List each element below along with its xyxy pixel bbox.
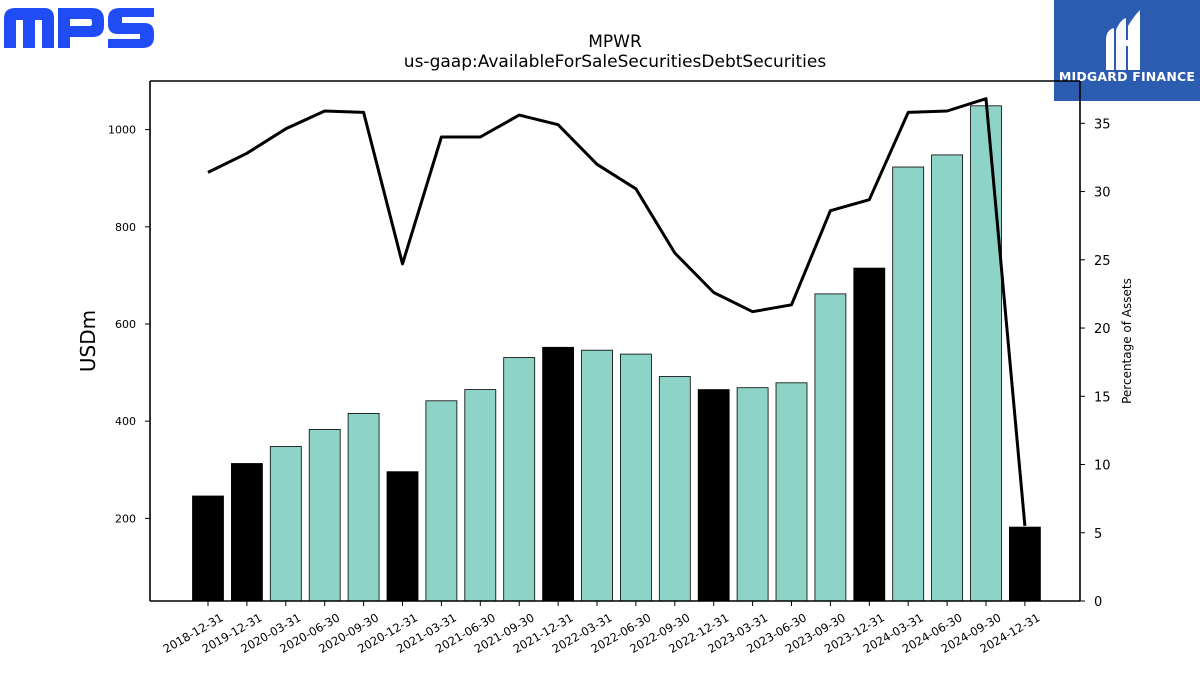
bar <box>853 267 886 602</box>
y2-tick-label: 35 <box>1094 117 1111 132</box>
bar <box>308 428 341 602</box>
bar <box>542 346 574 602</box>
y2-tick-label: 10 <box>1094 459 1111 474</box>
bar <box>697 389 730 602</box>
midgard-mark-icon <box>1106 10 1140 70</box>
y2-tick-label: 30 <box>1094 186 1111 201</box>
y-axis-label: USDm <box>76 310 100 372</box>
y-tick-label: 1000 <box>108 124 136 137</box>
mps-logo-s <box>108 8 154 48</box>
bar-series <box>192 105 1041 602</box>
bar <box>892 166 925 602</box>
y2-tick-label: 15 <box>1094 390 1111 405</box>
bar <box>970 105 1002 602</box>
y2-tick-label: 25 <box>1094 254 1111 269</box>
bar <box>192 495 224 602</box>
y-tick-label: 600 <box>115 318 136 331</box>
bar <box>658 376 691 602</box>
y2-axis-label: Percentage of Assets <box>1120 278 1134 404</box>
bar <box>931 154 963 602</box>
line-series <box>207 97 1027 527</box>
bar <box>503 357 536 602</box>
y2-tick-label: 5 <box>1094 527 1102 542</box>
bar <box>1009 526 1041 602</box>
bar <box>620 353 652 602</box>
midgard-finance-logo: MIDGARD FINANCE <box>1054 0 1200 101</box>
chart-title: MPWR <box>588 32 642 52</box>
bar <box>347 412 380 602</box>
y2-tick-label: 0 <box>1094 595 1102 610</box>
mps-logo-m <box>4 8 54 48</box>
bar <box>425 400 458 602</box>
bar <box>814 293 847 602</box>
bar <box>775 382 808 602</box>
midgard-finance-text: MIDGARD FINANCE <box>1058 69 1196 84</box>
y-tick-label: 800 <box>115 221 136 234</box>
bar <box>230 463 263 602</box>
mps-logo-p <box>58 8 104 48</box>
bar <box>386 471 419 602</box>
mps-logo <box>4 8 154 48</box>
bar <box>736 387 769 602</box>
chart-subtitle: us-gaap:AvailableForSaleSecuritiesDebtSe… <box>403 52 827 72</box>
y-tick-label: 400 <box>115 415 136 428</box>
bar <box>581 349 613 602</box>
bar <box>464 389 497 602</box>
bar <box>269 446 302 602</box>
y2-tick-label: 20 <box>1094 322 1111 337</box>
y-tick-label: 200 <box>115 512 136 525</box>
percentage-line <box>207 97 1027 527</box>
